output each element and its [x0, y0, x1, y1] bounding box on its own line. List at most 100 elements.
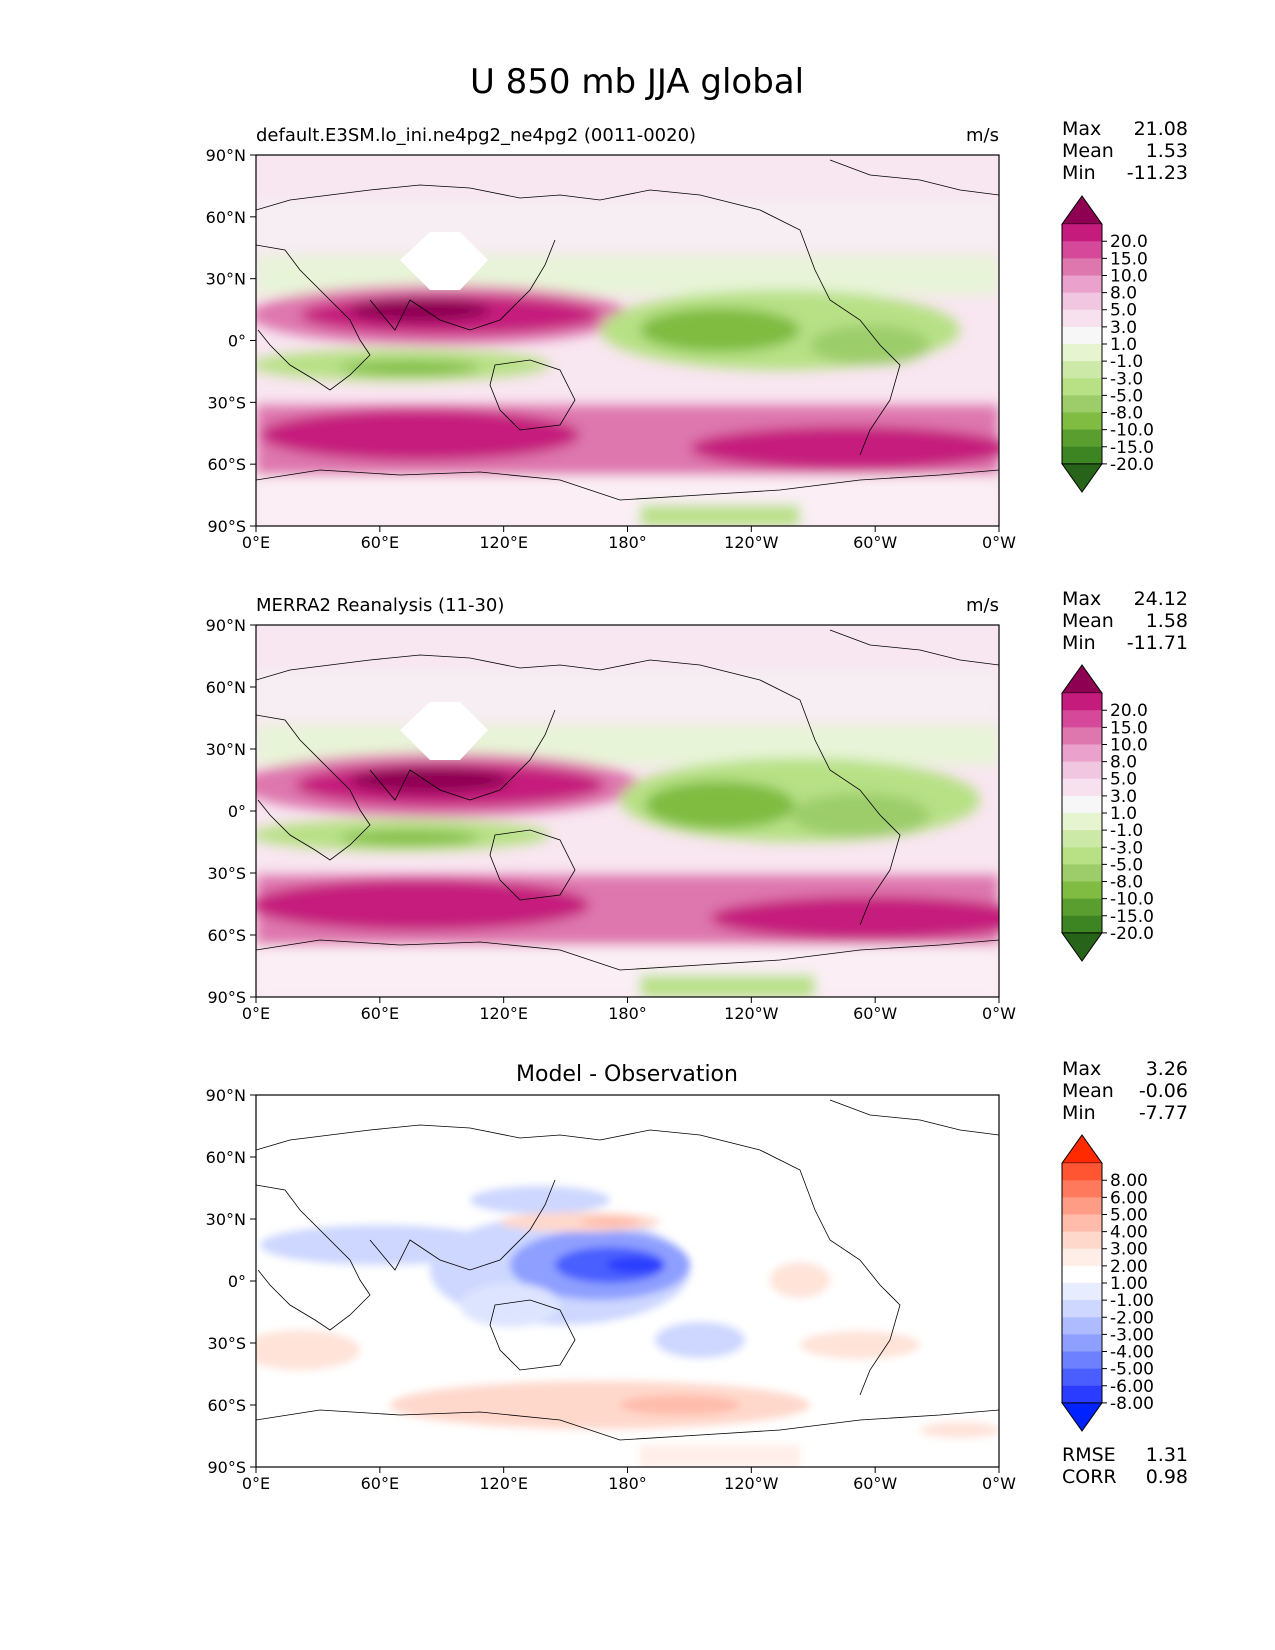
colorbar-label: 1.0 [1110, 335, 1137, 355]
stat-value: -11.71 [1127, 632, 1188, 654]
panel-model-units: m/s [966, 125, 999, 146]
colorbar-extend-min [1061, 1402, 1103, 1432]
metric-value: 1.31 [1146, 1444, 1188, 1466]
colorbar-swatch [1062, 1214, 1102, 1233]
colorbar-label: 6.00 [1110, 1188, 1148, 1208]
colorbar-swatch [1062, 378, 1102, 396]
y-tick-label: 90°N [206, 1086, 246, 1105]
x-tick-label: 0°E [242, 533, 270, 552]
colorbar-swatch [1062, 1385, 1102, 1404]
y-tick-label: 30°N [206, 1210, 246, 1229]
colorbar-swatch [1062, 795, 1102, 814]
colorbar-swatch [1062, 429, 1102, 448]
stat-label: Max [1062, 1058, 1101, 1080]
x-tick-label: 0°W [982, 1004, 1016, 1023]
panel-obs-title: MERRA2 Reanalysis (11-30) [256, 595, 504, 616]
colorbar-swatch [1062, 864, 1102, 883]
colorbar-label: -10.0 [1110, 421, 1154, 441]
colorbar-swatch [1062, 881, 1102, 900]
colorbar-label: -2.00 [1110, 1308, 1154, 1328]
colorbar-swatch [1062, 395, 1102, 414]
y-tick-label: 30°S [207, 864, 246, 883]
colorbar-swatch [1062, 1351, 1102, 1370]
x-tick-label: 60°E [361, 1474, 399, 1493]
stat-value: -0.06 [1139, 1080, 1188, 1102]
stats-diff: Max 3.26 Mean -0.06 Min -7.77 [1062, 1058, 1188, 1124]
colorbar-label: -8.0 [1110, 404, 1143, 424]
y-tick-label: 0° [228, 1272, 246, 1291]
x-tick-label: 180° [608, 1474, 647, 1493]
colorbar-label: -4.00 [1110, 1343, 1154, 1363]
x-tick-label: 120°W [724, 1004, 779, 1023]
colorbar-swatch [1062, 275, 1102, 294]
stat-value: 21.08 [1134, 118, 1188, 140]
colorbar-extend-max [1061, 1134, 1103, 1164]
panel-obs-units: m/s [966, 595, 999, 616]
x-tick-label: 180° [608, 1004, 647, 1023]
colorbar-label: 1.0 [1110, 804, 1137, 824]
stat-value: 1.58 [1146, 610, 1188, 632]
colorbar-swatch [1062, 1163, 1102, 1181]
panel-diff-map [256, 1095, 999, 1467]
x-tick-label: 60°E [361, 533, 399, 552]
y-tick-label: 90°S [207, 1458, 246, 1477]
colorbar-label: -1.0 [1110, 821, 1143, 841]
y-tick-label: 30°S [207, 393, 246, 412]
x-tick-label: 120°E [479, 1004, 528, 1023]
y-tick-label: 90°N [206, 146, 246, 165]
colorbar-swatch [1062, 778, 1102, 797]
colorbar-label: 5.0 [1110, 301, 1137, 321]
x-tick-label: 60°E [361, 1004, 399, 1023]
x-tick-label: 180° [608, 533, 647, 552]
x-tick-label: 120°W [724, 533, 779, 552]
y-tick-label: 60°N [206, 678, 246, 697]
x-tick-label: 0°E [242, 1004, 270, 1023]
panel-model-title: default.E3SM.lo_ini.ne4pg2_ne4pg2 (0011-… [256, 125, 696, 146]
metric-label: RMSE [1062, 1444, 1116, 1466]
stat-label: Max [1062, 588, 1101, 610]
stats-obs: Max 24.12 Mean 1.58 Min -11.71 [1062, 588, 1188, 654]
colorbar-swatch [1062, 1300, 1102, 1318]
colorbar-swatch [1062, 292, 1102, 311]
coastlines [256, 159, 999, 501]
colorbar-label: -1.0 [1110, 352, 1143, 372]
colorbar-swatch [1062, 1180, 1102, 1198]
colorbar-swatch [1062, 1368, 1102, 1387]
colorbar-label: 1.00 [1110, 1274, 1148, 1294]
x-tick-label: 120°E [479, 533, 528, 552]
y-tick-label: 30°N [206, 740, 246, 759]
y-tick-label: 90°S [207, 988, 246, 1007]
stat-label: Mean [1062, 140, 1114, 162]
panel-obs-map [256, 625, 999, 997]
panel-obs: MERRA2 Reanalysis (11-30) m/s [206, 595, 1017, 1023]
stat-value: 3.26 [1146, 1058, 1188, 1080]
colorbar-label: 8.0 [1110, 284, 1137, 304]
colorbar-label: -20.0 [1110, 924, 1154, 944]
colorbar-model: 20.015.010.08.05.03.01.0-1.0-3.0-5.0-8.0… [1061, 195, 1154, 493]
colorbar-swatch [1062, 727, 1102, 745]
colorbar-swatch [1062, 1283, 1102, 1301]
colorbar-swatch [1062, 241, 1102, 259]
x-tick-label: 120°E [479, 1474, 528, 1493]
colorbar-obs: 20.015.010.08.05.03.01.0-1.0-3.0-5.0-8.0… [1061, 664, 1154, 962]
stat-label: Min [1062, 1102, 1096, 1124]
colorbar-swatch [1062, 412, 1102, 431]
colorbar-label: -6.00 [1110, 1377, 1154, 1397]
colorbar-extend-min [1061, 932, 1103, 962]
colorbar-swatch [1062, 813, 1102, 831]
colorbar-label: -10.0 [1110, 890, 1154, 910]
colorbar-label: 20.0 [1110, 232, 1148, 252]
colorbar-swatch [1062, 1334, 1102, 1353]
y-tick-label: 30°N [206, 270, 246, 289]
colorbar-label: -8.00 [1110, 1394, 1154, 1414]
y-tick-label: 60°S [207, 926, 246, 945]
coastlines [256, 1099, 999, 1441]
colorbar-swatch [1062, 898, 1102, 917]
metric-label: CORR [1062, 1466, 1117, 1488]
colorbar-swatch [1062, 446, 1102, 465]
x-tick-label: 0°W [982, 1474, 1016, 1493]
colorbar-label: 8.0 [1110, 753, 1137, 773]
colorbar-label: 5.0 [1110, 770, 1137, 790]
colorbar-label: -15.0 [1110, 907, 1154, 927]
